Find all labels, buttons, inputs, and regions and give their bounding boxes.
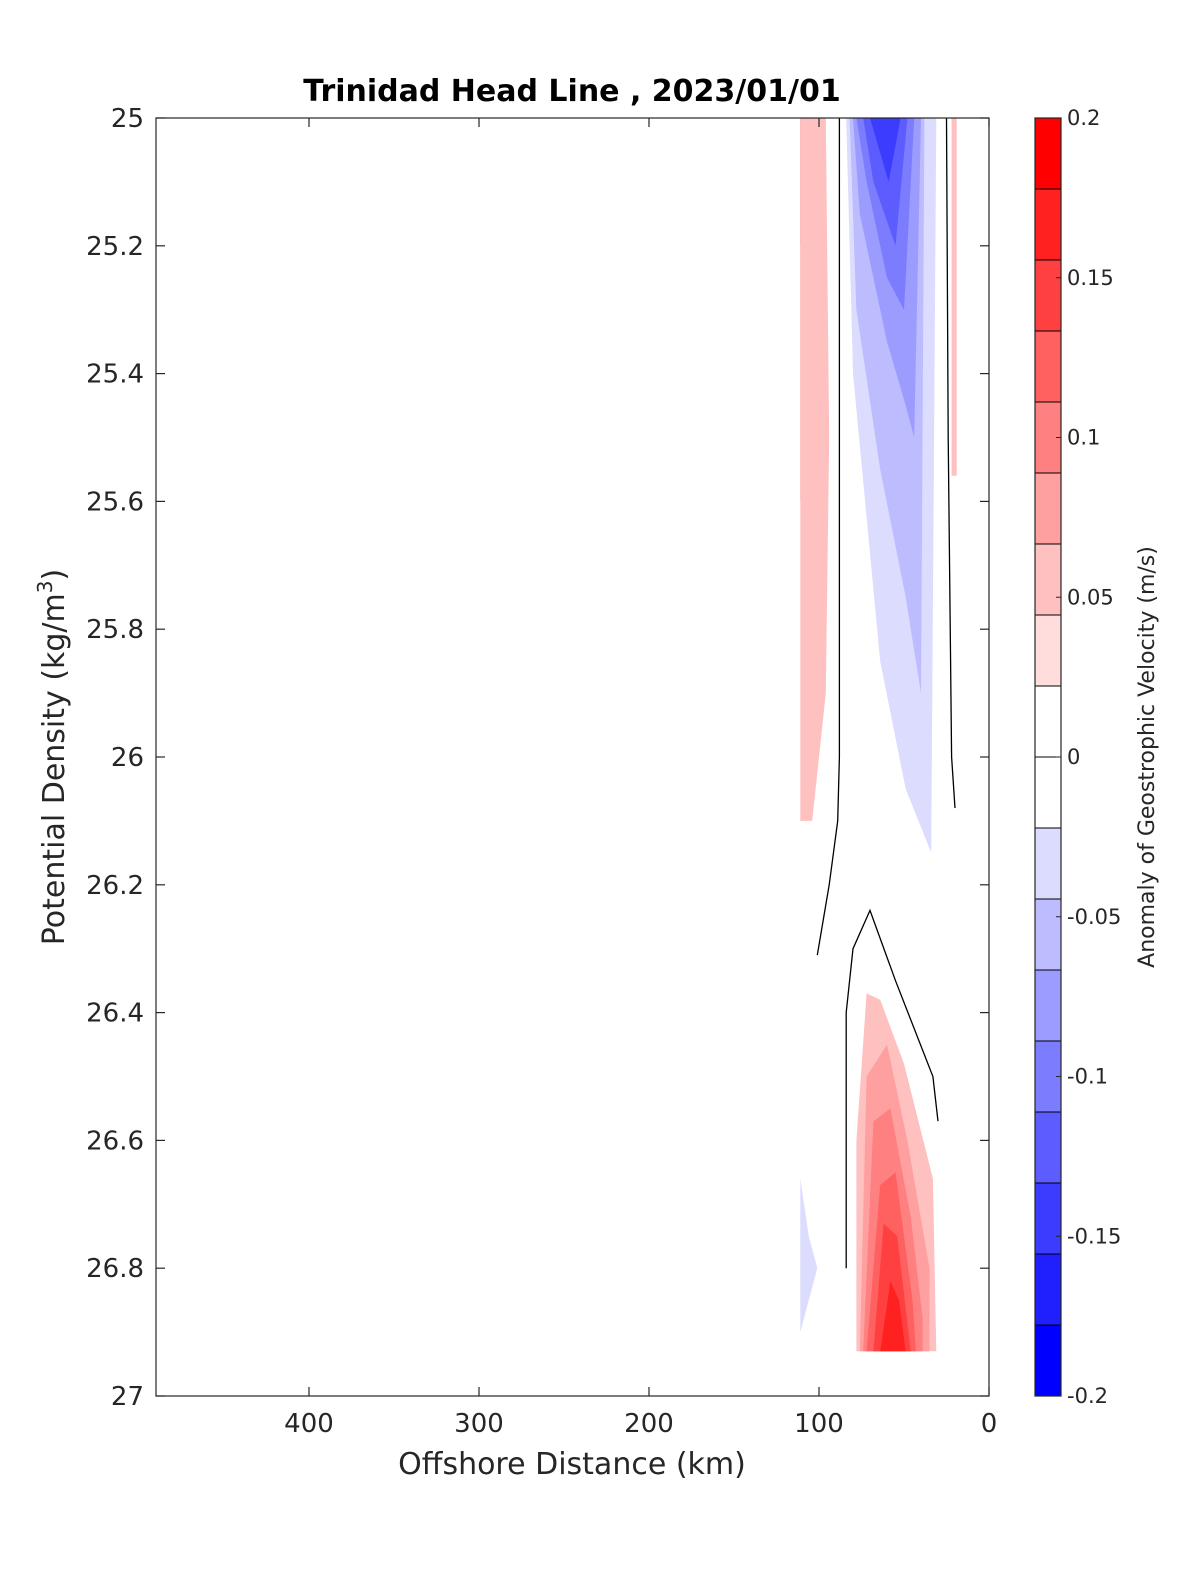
y-axis: 25 25.2 25.4 25.6 25.8 26 26.2 26.4 26.6 26.8 27 — [86, 104, 989, 1412]
y-tick-label-5: 26 — [111, 743, 144, 773]
y-axis-label-superscript: 3 — [33, 580, 57, 593]
y-axis-label-main: Potential Density (kg/m — [37, 593, 72, 945]
colorbar-segment-2 — [1035, 260, 1061, 332]
colorbar-segment-10 — [1035, 828, 1061, 900]
y-tick-label-10: 27 — [111, 1382, 144, 1412]
contour-region-9 — [863, 118, 908, 246]
colorbar-segment-17 — [1035, 1325, 1061, 1397]
colorbar-tick-label-1: 0.15 — [1067, 266, 1114, 290]
colorbar-tick-label-8: -0.2 — [1067, 1384, 1108, 1408]
y-tick-label-8: 26.6 — [86, 1126, 144, 1156]
colorbar-segment-0 — [1035, 118, 1061, 190]
x-tick-label-1: 300 — [454, 1409, 504, 1439]
colorbar-segment-16 — [1035, 1254, 1061, 1326]
y-tick-label-6: 26.2 — [86, 871, 144, 901]
colorbar-ticks: 0.2 0.15 0.1 0.05 0 -0.05 -0.1 -0.15 -0.2 — [1056, 106, 1121, 1408]
contour-region-12 — [800, 1178, 818, 1333]
plot-area — [155, 117, 990, 1397]
x-tick-label-3: 100 — [794, 1409, 844, 1439]
y-axis-label: Potential Density (kg/m3) — [33, 569, 72, 945]
contour-region-10 — [870, 118, 901, 182]
colorbar-segment-15 — [1035, 1183, 1061, 1255]
colorbar-tick-label-0: 0.2 — [1067, 106, 1100, 130]
y-tick-label-3: 25.6 — [86, 487, 144, 517]
colorbar-segment-7 — [1035, 615, 1061, 687]
contour-fills — [800, 118, 957, 1352]
y-tick-label-1: 25.2 — [86, 232, 144, 262]
contour-region-2 — [800, 118, 830, 821]
y-tick-label-4: 25.8 — [86, 615, 144, 645]
colorbar-tick-label-5: -0.05 — [1067, 905, 1121, 929]
colorbar-segment-6 — [1035, 544, 1061, 616]
colorbar: 0.2 0.15 0.1 0.05 0 -0.05 -0.1 -0.15 -0.2 — [1034, 106, 1121, 1408]
chart-title: Trinidad Head Line , 2023/01/01 — [303, 74, 840, 109]
colorbar-segment-8 — [1035, 686, 1061, 758]
colorbar-segment-1 — [1035, 189, 1061, 261]
zero-contour-lines — [816, 117, 956, 1269]
x-tick-label-0: 400 — [284, 1409, 334, 1439]
colorbar-segments — [1035, 118, 1061, 1397]
x-tick-label-4: 0 — [981, 1409, 998, 1439]
colorbar-segment-3 — [1035, 331, 1061, 403]
y-tick-label-7: 26.4 — [86, 999, 144, 1029]
contour-region-18 — [880, 1281, 906, 1352]
colorbar-segment-11 — [1035, 899, 1061, 971]
y-tick-label-9: 26.8 — [86, 1254, 144, 1284]
zero-contour-line-1 — [945, 117, 956, 809]
colorbar-segment-14 — [1035, 1112, 1061, 1184]
colorbar-segment-12 — [1035, 970, 1061, 1042]
colorbar-tick-label-4: 0 — [1067, 745, 1080, 769]
colorbar-tick-label-7: -0.15 — [1067, 1224, 1121, 1248]
y-tick-label-0: 25 — [111, 104, 144, 134]
zero-contour-line-0 — [816, 118, 841, 956]
y-tick-label-2: 25.4 — [86, 360, 144, 390]
y-axis-label-tail: ) — [37, 569, 72, 581]
zero-contour-line-2 — [845, 908, 939, 1269]
x-tick-label-2: 200 — [624, 1409, 674, 1439]
colorbar-segment-9 — [1035, 757, 1061, 829]
colorbar-segment-5 — [1035, 473, 1061, 545]
colorbar-tick-label-2: 0.1 — [1067, 426, 1100, 450]
colorbar-tick-label-6: -0.1 — [1067, 1065, 1108, 1089]
x-axis-label: Offshore Distance (km) — [398, 1447, 746, 1482]
colorbar-tick-label-3: 0.05 — [1067, 585, 1114, 609]
contour-region-3 — [951, 118, 957, 476]
x-axis: 400 300 200 100 0 — [284, 118, 997, 1439]
colorbar-label: Anomaly of Geostrophic Velocity (m/s) — [1135, 546, 1160, 968]
